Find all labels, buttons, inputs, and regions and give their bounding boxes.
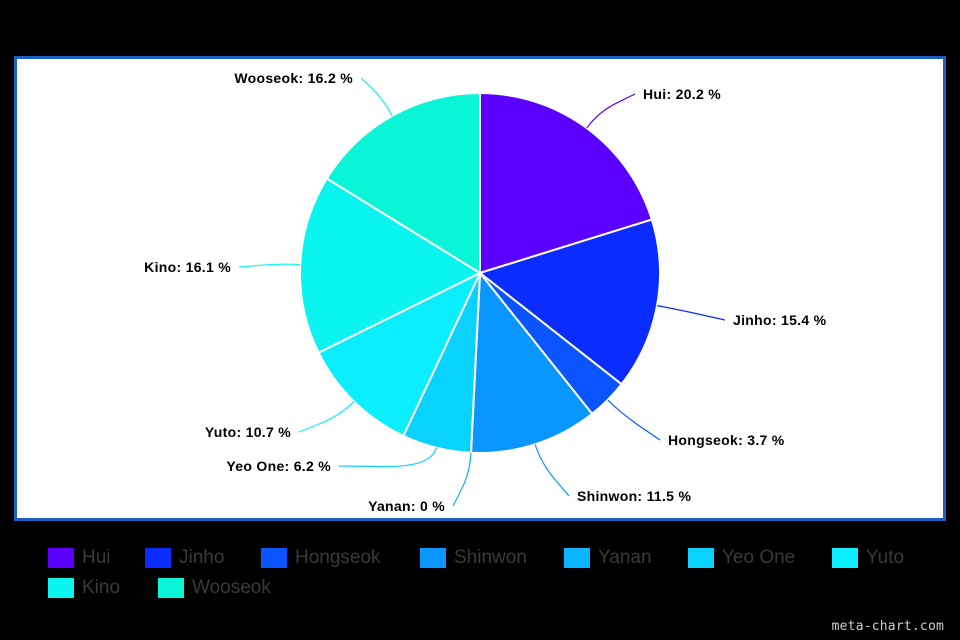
legend-swatch-shinwon [420,548,446,568]
pie-slice-kino [299,177,483,355]
legend-item-kino: Kino [48,575,120,601]
slice-label-shinwon: Shinwon: 11.5 % [577,488,691,504]
legend-item-shinwon: Shinwon [420,545,527,571]
legend-label-wooseok: Wooseok [192,577,271,598]
pie-slice-hui [479,91,654,275]
leader-line-yuto [298,401,355,433]
legend-label-hui: Hui [82,547,111,568]
legend-item-yeo-one: Yeo One [688,545,795,571]
watermark: meta-chart.com [831,619,944,634]
chart-frame: Hui: 20.2 % Jinho: 15.4 % Hongseok: 3.7 % S… [14,56,946,521]
pie-slice-wooseok [325,91,481,275]
legend-label-hongseok: Hongseok [295,547,381,568]
pie-slice-yuto [317,270,483,438]
legend-item-yuto: Yuto [832,545,904,571]
legend-swatch-yeo-one [688,548,714,568]
slice-label-wooseok: Wooseok: 16.2 % [234,70,353,86]
legend-label-jinho: Jinho [179,547,225,568]
leader-line-hui [586,93,636,129]
legend-label-yuto: Yuto [866,547,905,568]
legend-swatch-jinho [145,548,171,568]
legend-label-yanan: Yanan [598,547,652,568]
legend-item-jinho: Jinho [145,545,224,571]
legend-label-yeo-one: Yeo One [722,547,796,568]
leader-line-kino [238,263,301,268]
legend-item-hui: Hui [48,545,111,571]
slice-label-yeo-one: Yeo One: 6.2 % [226,458,331,474]
leader-line-yanan [452,452,472,507]
slice-label-yanan: Yanan: 0 % [368,498,445,514]
legend-swatch-wooseok [158,578,184,598]
leader-line-yeo-one [338,447,437,468]
legend-swatch-hongseok [261,548,287,568]
legend-label-shinwon: Shinwon [454,547,527,568]
slice-label-hongseok: Hongseok: 3.7 % [668,432,785,448]
leader-line-jinho [656,305,726,321]
leader-line-shinwon [534,444,570,497]
slice-label-jinho: Jinho: 15.4 % [733,312,827,328]
leader-line-wooseok [360,77,393,117]
legend-swatch-hui [48,548,74,568]
legend-label-kino: Kino [82,577,121,598]
legend-item-yanan: Yanan [564,545,652,571]
legend-item-hongseok: Hongseok [261,545,381,571]
slice-label-kino: Kino: 16.1 % [144,259,231,275]
leader-line-hongseok [607,399,661,441]
slice-label-hui: Hui: 20.2 % [643,86,721,102]
legend-swatch-kino [48,578,74,598]
legend-item-wooseok: Wooseok [158,575,271,601]
legend-swatch-yuto [832,548,858,568]
legend-swatch-yanan [564,548,590,568]
pie-chart: Hui: 20.2 % Jinho: 15.4 % Hongseok: 3.7 % S… [144,70,827,514]
slice-label-yuto: Yuto: 10.7 % [205,424,291,440]
